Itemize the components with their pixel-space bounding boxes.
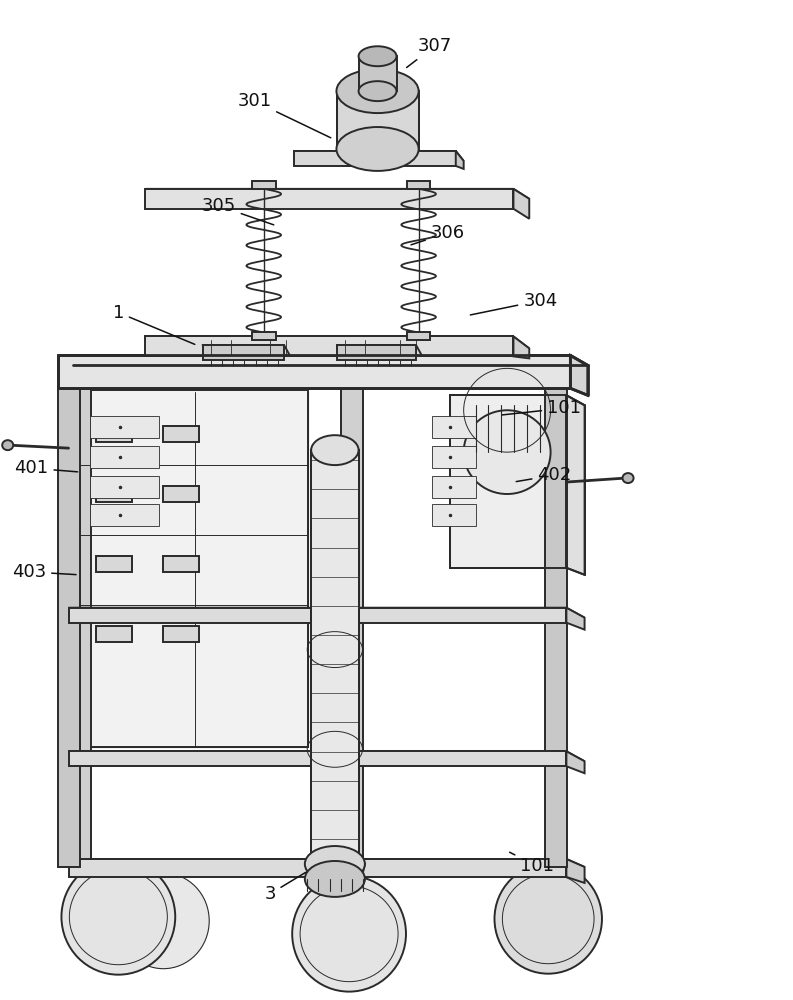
Polygon shape xyxy=(432,446,476,468)
Polygon shape xyxy=(432,476,476,498)
Ellipse shape xyxy=(336,127,419,171)
Ellipse shape xyxy=(117,873,209,969)
Ellipse shape xyxy=(495,864,602,974)
Ellipse shape xyxy=(336,69,419,113)
Text: 307: 307 xyxy=(407,37,451,68)
Text: 3: 3 xyxy=(264,872,305,903)
Polygon shape xyxy=(58,355,588,365)
Polygon shape xyxy=(145,336,513,356)
Polygon shape xyxy=(96,486,132,502)
Polygon shape xyxy=(68,608,584,618)
Polygon shape xyxy=(90,446,159,468)
Polygon shape xyxy=(432,416,476,438)
Text: 101: 101 xyxy=(510,852,554,875)
Polygon shape xyxy=(513,336,529,358)
Polygon shape xyxy=(96,426,132,442)
Polygon shape xyxy=(293,151,456,166)
Polygon shape xyxy=(566,608,584,630)
Ellipse shape xyxy=(358,46,396,66)
Ellipse shape xyxy=(623,473,634,483)
Polygon shape xyxy=(450,395,566,568)
Polygon shape xyxy=(570,355,588,395)
Polygon shape xyxy=(407,332,431,340)
Polygon shape xyxy=(252,181,276,189)
Polygon shape xyxy=(90,476,159,498)
Text: 304: 304 xyxy=(470,292,557,315)
Text: 1: 1 xyxy=(113,304,195,344)
Polygon shape xyxy=(145,189,529,199)
Polygon shape xyxy=(566,395,584,575)
Polygon shape xyxy=(311,450,358,864)
Polygon shape xyxy=(68,751,566,766)
Polygon shape xyxy=(407,181,431,189)
Polygon shape xyxy=(337,91,419,149)
Polygon shape xyxy=(90,610,308,747)
Polygon shape xyxy=(68,608,566,623)
Text: 402: 402 xyxy=(516,466,572,484)
Ellipse shape xyxy=(292,876,406,992)
Polygon shape xyxy=(513,189,529,219)
Polygon shape xyxy=(90,416,159,438)
Ellipse shape xyxy=(464,410,550,494)
Polygon shape xyxy=(145,189,513,209)
Polygon shape xyxy=(163,486,199,502)
Polygon shape xyxy=(203,345,289,355)
Polygon shape xyxy=(96,556,132,572)
Polygon shape xyxy=(305,864,365,881)
Polygon shape xyxy=(58,382,80,867)
Ellipse shape xyxy=(305,846,365,882)
Polygon shape xyxy=(203,345,284,360)
Text: 306: 306 xyxy=(411,224,465,245)
Polygon shape xyxy=(96,626,132,642)
Ellipse shape xyxy=(2,440,13,450)
Ellipse shape xyxy=(311,435,358,465)
Polygon shape xyxy=(432,504,476,526)
Polygon shape xyxy=(337,345,416,360)
Polygon shape xyxy=(163,626,199,642)
Polygon shape xyxy=(58,355,570,388)
Polygon shape xyxy=(450,395,584,405)
Polygon shape xyxy=(293,151,464,161)
Polygon shape xyxy=(163,556,199,572)
Ellipse shape xyxy=(358,81,396,101)
Text: 301: 301 xyxy=(237,92,331,138)
Polygon shape xyxy=(566,751,584,773)
Polygon shape xyxy=(68,751,584,761)
Text: 403: 403 xyxy=(12,563,76,581)
Polygon shape xyxy=(252,332,276,340)
Polygon shape xyxy=(341,380,363,859)
Text: 305: 305 xyxy=(201,197,274,225)
Ellipse shape xyxy=(61,859,175,975)
Polygon shape xyxy=(566,859,584,883)
Ellipse shape xyxy=(305,861,365,897)
Polygon shape xyxy=(163,426,199,442)
Polygon shape xyxy=(68,859,566,877)
Polygon shape xyxy=(145,336,529,348)
Polygon shape xyxy=(545,382,567,867)
Polygon shape xyxy=(79,390,308,747)
Polygon shape xyxy=(456,151,464,169)
Polygon shape xyxy=(90,504,159,526)
Text: 401: 401 xyxy=(14,459,78,477)
Polygon shape xyxy=(337,345,422,355)
Polygon shape xyxy=(90,392,308,605)
Polygon shape xyxy=(358,56,396,91)
Polygon shape xyxy=(68,859,584,867)
Polygon shape xyxy=(68,380,90,859)
Text: 101: 101 xyxy=(502,399,581,417)
